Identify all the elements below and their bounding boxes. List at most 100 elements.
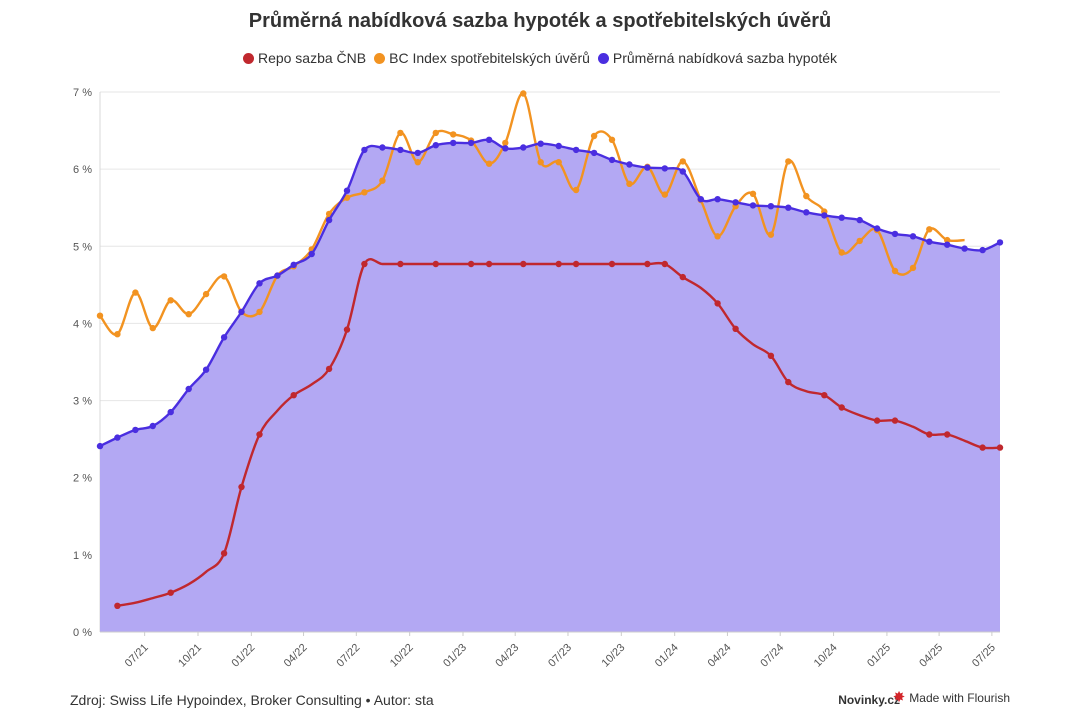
data-point-2: [697, 196, 704, 203]
data-point-2: [732, 199, 739, 206]
data-point-0: [397, 260, 404, 268]
chart-legend: Repo sazba ČNB BC Index spotřebitelských…: [0, 50, 1080, 66]
data-point-1: [803, 192, 810, 200]
data-point-2: [520, 144, 527, 151]
y-tick-label: 7 %: [73, 87, 92, 99]
mortgage-area: [100, 139, 1000, 632]
brand-logo[interactable]: Novinky.cz: [838, 693, 900, 707]
legend-swatch-mortgage: [597, 52, 609, 64]
data-point-1: [785, 158, 792, 165]
data-point-1: [749, 190, 757, 197]
legend-item-repo[interactable]: Repo sazba ČNB: [242, 50, 367, 66]
data-point-2: [679, 168, 686, 175]
data-point-0: [467, 260, 475, 268]
data-point-2: [432, 142, 439, 149]
data-point-0: [644, 260, 651, 268]
data-point-2: [114, 434, 121, 441]
data-point-2: [944, 241, 951, 248]
data-point-1: [661, 191, 668, 198]
data-point-2: [785, 204, 792, 211]
x-tick-label: 01/24: [653, 642, 681, 670]
flourish-icon: ✸: [892, 689, 906, 706]
data-point-2: [555, 142, 562, 150]
legend-label-mortgage: Průměrná nabídková sazba hypoték: [612, 50, 838, 66]
x-tick-label: 07/23: [546, 642, 574, 670]
x-tick-label: 07/25: [970, 642, 998, 670]
x-tick-label: 04/22: [282, 642, 310, 670]
data-point-1: [185, 311, 192, 318]
data-point-1: [167, 297, 174, 304]
data-point-2: [749, 202, 757, 209]
data-point-0: [996, 444, 1004, 451]
data-point-0: [979, 444, 986, 451]
legend-swatch-repo: [242, 52, 254, 64]
data-point-0: [114, 602, 121, 609]
data-point-1: [944, 236, 951, 244]
y-tick-label: 5 %: [73, 241, 92, 253]
legend-item-bc-index[interactable]: BC Index spotřebitelských úvěrů: [374, 50, 590, 66]
data-point-0: [679, 273, 686, 281]
legend-swatch-bc-index: [374, 52, 386, 64]
legend-label-bc-index: BC Index spotřebitelských úvěrů: [389, 50, 590, 66]
data-point-2: [838, 214, 845, 221]
data-point-1: [450, 131, 457, 138]
data-point-2: [485, 136, 493, 143]
data-point-2: [467, 139, 475, 147]
data-point-1: [220, 273, 228, 280]
source-note: Zdroj: Swiss Life Hypoindex, Broker Cons…: [70, 692, 434, 708]
data-point-1: [856, 237, 863, 245]
data-point-2: [821, 212, 828, 219]
data-point-2: [132, 426, 139, 434]
data-point-2: [185, 385, 192, 393]
data-point-1: [361, 189, 368, 196]
data-point-2: [397, 146, 404, 154]
data-point-0: [572, 260, 580, 268]
x-tick-label: 01/23: [441, 642, 469, 670]
data-point-1: [838, 249, 845, 256]
data-point-0: [767, 352, 775, 359]
data-point-2: [290, 261, 297, 268]
chart-title: Průměrná nabídková sazba hypoték a spotř…: [248, 10, 832, 32]
data-point-2: [238, 308, 245, 316]
data-point-2: [856, 216, 863, 224]
x-tick-label: 10/21: [176, 642, 204, 670]
data-point-2: [891, 230, 899, 238]
data-point-2: [325, 216, 333, 224]
data-point-2: [202, 366, 210, 373]
data-point-2: [149, 422, 156, 430]
data-point-2: [379, 144, 386, 151]
data-point-1: [397, 129, 404, 137]
data-point-2: [767, 203, 775, 210]
flourish-credit[interactable]: ✸ Made with Flourish: [892, 689, 1010, 706]
data-point-1: [114, 331, 121, 338]
data-point-2: [572, 146, 580, 154]
data-point-1: [537, 159, 544, 166]
legend-item-mortgage[interactable]: Průměrná nabídková sazba hypoték: [597, 50, 838, 66]
x-tick-label: 07/22: [334, 642, 362, 670]
data-point-2: [608, 156, 616, 164]
data-point-1: [572, 186, 580, 194]
data-point-0: [290, 392, 297, 399]
flourish-label: Made with Flourish: [909, 691, 1010, 705]
data-point-2: [803, 209, 810, 216]
legend-label-repo: Repo sazba ČNB: [257, 50, 367, 66]
data-point-0: [608, 260, 616, 268]
x-tick-label: 07/24: [758, 642, 786, 670]
x-tick-label: 04/24: [706, 642, 734, 670]
data-point-0: [256, 431, 263, 438]
data-point-0: [238, 483, 245, 491]
data-point-0: [220, 550, 228, 557]
x-tick-label: 07/21: [123, 642, 151, 670]
data-point-2: [873, 225, 881, 232]
data-point-0: [361, 260, 368, 268]
data-point-0: [926, 431, 933, 438]
data-point-1: [608, 136, 616, 143]
data-point-1: [714, 233, 721, 240]
data-point-1: [590, 132, 598, 140]
data-point-0: [520, 260, 527, 268]
data-point-0: [714, 300, 721, 307]
data-point-2: [96, 442, 104, 450]
x-tick-label: 01/22: [230, 642, 258, 670]
data-point-1: [132, 289, 139, 296]
